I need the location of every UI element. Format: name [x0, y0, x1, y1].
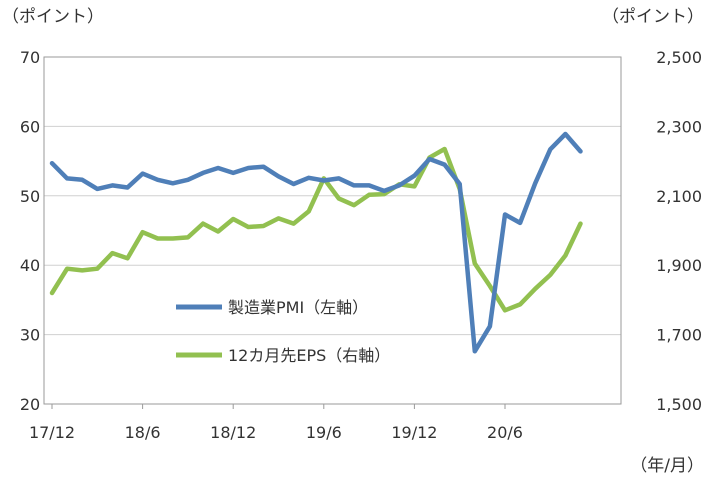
series-line-eps	[49, 146, 583, 313]
left-axis-ticks: 20 30 40 50 60 70	[20, 48, 40, 414]
right-axis-ticks: 1,500 1,700 1,900 2,100 2,300 2,500	[656, 48, 702, 414]
plot-area-frame	[43, 56, 622, 405]
left-tick-label: 40	[20, 256, 40, 275]
right-axis-unit: （ポイント）	[602, 7, 704, 27]
left-tick-label: 30	[20, 326, 40, 345]
left-tick-label: 70	[20, 48, 40, 67]
series-lines	[49, 131, 583, 354]
x-tick-label: 20/6	[487, 423, 523, 442]
x-axis-unit: （年/月）	[630, 456, 704, 476]
x-axis-ticks: 17/12 18/6 18/12 19/6 19/12 20/6	[29, 404, 523, 442]
left-axis-unit: （ポイント）	[2, 7, 104, 27]
x-tick-label: 18/12	[210, 423, 256, 442]
right-tick-label: 2,300	[656, 117, 702, 136]
right-tick-label: 2,100	[656, 187, 702, 206]
gridlines	[44, 125, 621, 336]
legend: 製造業PMI（左軸） 12カ月先EPS（右軸）	[176, 298, 390, 365]
right-tick-label: 1,900	[656, 256, 702, 275]
x-tick-label: 18/6	[125, 423, 161, 442]
left-tick-label: 60	[20, 117, 40, 136]
left-tick-label: 50	[20, 187, 40, 206]
x-tick-label: 19/6	[306, 423, 342, 442]
x-tick-label: 17/12	[29, 423, 75, 442]
right-tick-label: 1,700	[656, 326, 702, 345]
legend-label-eps: 12カ月先EPS（右軸）	[228, 346, 390, 365]
right-tick-label: 2,500	[656, 48, 702, 67]
series-line-pmi	[49, 131, 583, 354]
x-tick-label: 19/12	[391, 423, 437, 442]
legend-label-pmi: 製造業PMI（左軸）	[228, 298, 368, 317]
left-tick-label: 20	[20, 395, 40, 414]
right-tick-label: 1,500	[656, 395, 702, 414]
